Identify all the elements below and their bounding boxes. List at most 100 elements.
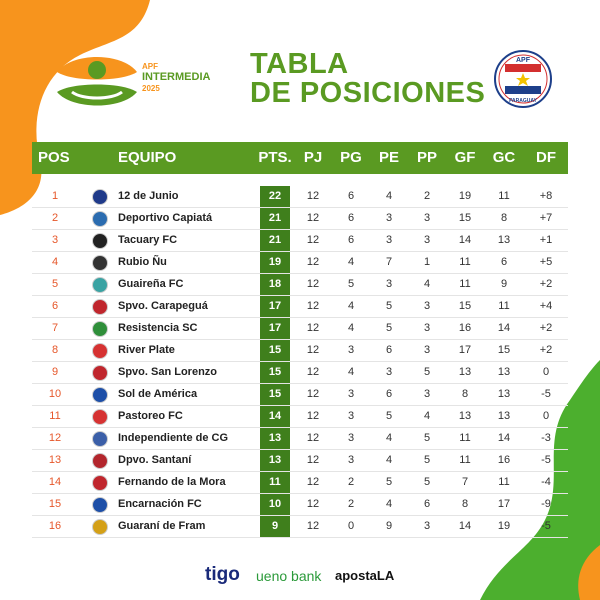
row-pts: 13 — [260, 450, 290, 471]
competition-logo: APF INTERMEDIA 2025 — [52, 52, 222, 112]
sponsor-apostala: apostaLA — [335, 568, 395, 583]
row-pp: 3 — [423, 212, 431, 224]
row-pe: 4 — [385, 190, 393, 202]
row-pos: 3 — [51, 234, 59, 246]
row-df: +8 — [539, 190, 553, 202]
team-crest-icon — [92, 409, 108, 425]
row-pos: 15 — [48, 498, 62, 510]
competition-year: 2025 — [142, 84, 160, 93]
row-pe: 4 — [385, 454, 393, 466]
team-crest-icon — [92, 453, 108, 469]
row-pp: 3 — [423, 300, 431, 312]
col-pj: PJ — [303, 149, 323, 166]
row-pj: 12 — [306, 322, 320, 334]
row-pts: 15 — [260, 340, 290, 361]
row-pp: 5 — [423, 366, 431, 378]
team-crest-icon — [92, 387, 108, 403]
row-pe: 4 — [385, 432, 393, 444]
row-pos: 14 — [48, 476, 62, 488]
row-df: -4 — [541, 476, 551, 488]
table-row: 7 Resistencia SC 17 12 4 5 3 16 14 +2 — [32, 318, 568, 340]
row-pj: 12 — [306, 520, 320, 532]
row-pp: 5 — [423, 476, 431, 488]
row-gf: 15 — [458, 300, 472, 312]
row-pos: 5 — [51, 278, 59, 290]
row-pe: 4 — [385, 498, 393, 510]
col-pe: PE — [378, 149, 399, 166]
row-gf: 16 — [458, 322, 472, 334]
col-team: EQUIPO — [118, 149, 177, 166]
table-body: 1 12 de Junio 22 12 6 4 2 19 11 +8 2 Deportivo Capi… — [32, 186, 568, 538]
row-pe: 3 — [385, 212, 393, 224]
row-pp: 2 — [423, 190, 431, 202]
sponsor-bar: tigo ueno bank apostaLA — [0, 560, 600, 590]
row-pg: 3 — [347, 410, 355, 422]
row-pts: 10 — [260, 494, 290, 515]
team-crest-icon — [92, 189, 108, 205]
row-pos: 10 — [48, 388, 62, 400]
table-row: 13 Dpvo. Santaní 13 12 3 4 5 11 16 -5 — [32, 450, 568, 472]
row-pts: 19 — [260, 252, 290, 273]
table-row: 16 Guaraní de Fram 9 12 0 9 3 14 19 -5 — [32, 516, 568, 538]
table-row: 11 Pastoreo FC 14 12 3 5 4 13 13 0 — [32, 406, 568, 428]
row-gf: 19 — [458, 190, 472, 202]
row-pe: 7 — [385, 256, 393, 268]
row-pos: 16 — [48, 520, 62, 532]
row-pts: 15 — [260, 362, 290, 383]
row-gc: 11 — [498, 476, 510, 488]
row-gf: 11 — [459, 256, 471, 268]
row-df: -5 — [541, 520, 551, 532]
row-gc: 14 — [497, 322, 511, 334]
row-pj: 12 — [306, 366, 320, 378]
col-gc: GC — [492, 149, 516, 166]
row-pe: 3 — [385, 234, 393, 246]
table-row: 6 Spvo. Carapeguá 17 12 4 5 3 15 11 +4 — [32, 296, 568, 318]
col-df: DF — [536, 149, 556, 166]
row-df: 0 — [542, 410, 550, 422]
row-gf: 15 — [458, 212, 472, 224]
row-pj: 12 — [306, 278, 320, 290]
row-pts: 15 — [260, 384, 290, 405]
row-team: Deportivo Capiatá — [118, 212, 213, 224]
row-gf: 13 — [458, 366, 472, 378]
row-pj: 12 — [306, 190, 320, 202]
team-crest-icon — [92, 431, 108, 447]
row-df: +4 — [539, 300, 553, 312]
row-pts: 22 — [260, 186, 290, 207]
row-pe: 5 — [385, 410, 393, 422]
row-pg: 2 — [347, 498, 355, 510]
table-row: 14 Fernando de la Mora 11 12 2 5 5 7 11 -4 — [32, 472, 568, 494]
row-team: Encarnación FC — [118, 498, 202, 510]
row-pg: 3 — [347, 344, 355, 356]
row-pts: 11 — [260, 472, 290, 493]
row-pos: 4 — [51, 256, 59, 268]
row-pp: 4 — [423, 410, 431, 422]
row-gf: 11 — [459, 454, 471, 466]
row-pp: 6 — [423, 498, 431, 510]
badge-top-text: APF — [516, 57, 531, 64]
green-blob-decoration — [480, 360, 600, 600]
row-df: -9 — [541, 498, 551, 510]
row-team: Guaireña FC — [118, 278, 184, 290]
row-pts: 21 — [260, 230, 290, 251]
page-title: TABLA DE POSICIONES — [250, 50, 485, 108]
row-gc: 17 — [497, 498, 511, 510]
row-team: 12 de Junio — [118, 190, 179, 202]
team-crest-icon — [92, 365, 108, 381]
row-gc: 13 — [497, 388, 511, 400]
row-pos: 11 — [49, 410, 61, 422]
row-gf: 8 — [461, 388, 469, 400]
row-pts: 17 — [260, 318, 290, 339]
table-row: 15 Encarnación FC 10 12 2 4 6 8 17 -9 — [32, 494, 568, 516]
row-pj: 12 — [306, 234, 320, 246]
row-team: Fernando de la Mora — [118, 476, 226, 488]
row-pg: 6 — [347, 190, 355, 202]
team-crest-icon — [92, 343, 108, 359]
row-pg: 3 — [347, 432, 355, 444]
title-line-2: DE POSICIONES — [250, 77, 486, 109]
row-pos: 2 — [51, 212, 59, 224]
col-pg: PG — [340, 149, 362, 166]
row-gf: 11 — [459, 432, 471, 444]
row-gf: 8 — [461, 498, 469, 510]
row-pg: 0 — [347, 520, 355, 532]
